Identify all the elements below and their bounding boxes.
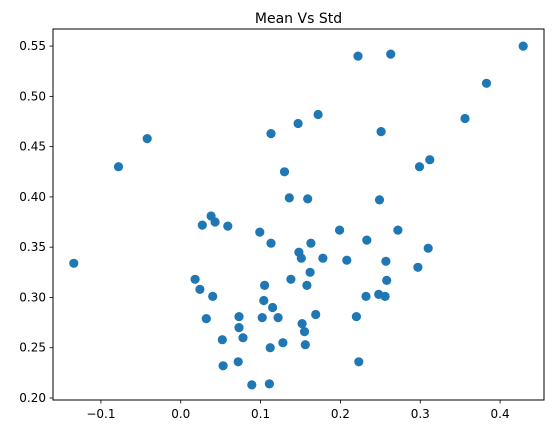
data-point — [197, 220, 207, 230]
data-point — [362, 235, 372, 245]
data-point — [217, 335, 227, 345]
chart-title: Mean Vs Std — [255, 11, 342, 27]
data-point — [201, 314, 211, 324]
data-point — [266, 238, 276, 248]
data-point — [265, 343, 275, 353]
data-point — [305, 267, 315, 277]
data-point — [311, 309, 321, 320]
data-point — [266, 129, 276, 139]
data-point — [342, 255, 352, 265]
data-point — [260, 280, 270, 290]
data-point — [425, 155, 435, 165]
y-tick-label: 0.55 — [19, 39, 46, 53]
data-point — [414, 162, 425, 172]
data-point — [234, 312, 244, 322]
data-point — [353, 51, 363, 61]
data-point — [208, 291, 218, 301]
y-tick-label: 0.20 — [19, 391, 46, 405]
data-point — [386, 49, 396, 59]
data-point — [351, 312, 361, 322]
data-point — [278, 338, 288, 348]
data-point — [318, 253, 328, 263]
data-point — [361, 291, 371, 301]
x-tick-label: 0.1 — [251, 407, 270, 421]
data-point — [413, 262, 423, 272]
data-point — [223, 221, 233, 231]
data-point — [423, 243, 433, 253]
y-tick-label: 0.40 — [19, 190, 46, 204]
data-point — [374, 195, 385, 205]
data-point — [218, 361, 228, 371]
y-axis: 0.20 0.25 0.30 0.35 0.40 0.45 0.50 0.55 — [19, 39, 53, 405]
data-point — [113, 162, 124, 172]
data-point — [313, 109, 323, 120]
data-point — [382, 275, 392, 285]
data-point — [286, 274, 296, 284]
data-point — [460, 113, 470, 124]
y-tick-label: 0.35 — [19, 240, 46, 254]
y-tick-label: 0.45 — [19, 140, 46, 154]
data-point — [279, 167, 290, 177]
data-point — [195, 284, 205, 294]
data-point — [518, 41, 528, 51]
x-axis: −0.1 0.0 0.1 0.2 0.3 0.4 — [86, 400, 510, 421]
plot-area-frame — [52, 28, 545, 401]
x-tick-label: 0.0 — [171, 407, 190, 421]
data-point — [300, 340, 310, 350]
x-tick-label: 0.4 — [491, 407, 510, 421]
data-point — [190, 274, 200, 284]
data-point — [335, 225, 345, 235]
data-point — [481, 78, 492, 88]
y-tick-label: 0.25 — [19, 341, 46, 355]
data-point — [259, 295, 269, 306]
data-point — [273, 313, 283, 323]
data-point — [268, 302, 278, 313]
data-point — [297, 319, 307, 329]
data-point — [393, 225, 403, 235]
data-point — [284, 193, 294, 203]
data-point — [247, 380, 257, 390]
data-point — [238, 333, 248, 343]
data-point — [257, 313, 267, 323]
data-point — [255, 227, 265, 237]
data-point — [302, 280, 312, 290]
data-point — [306, 238, 316, 248]
data-point — [380, 291, 390, 301]
data-point — [210, 217, 220, 227]
data-point — [264, 379, 274, 389]
data-point — [233, 357, 243, 367]
data-point — [234, 323, 244, 333]
data-point — [376, 127, 386, 137]
data-point — [381, 256, 391, 266]
data-point — [299, 327, 310, 337]
data-point — [142, 134, 152, 144]
data-point — [69, 258, 79, 268]
data-point — [296, 253, 306, 263]
data-point — [293, 118, 303, 129]
data-point — [303, 194, 313, 204]
data-point — [354, 357, 364, 367]
x-tick-label: 0.2 — [331, 407, 350, 421]
y-tick-label: 0.50 — [19, 89, 46, 103]
x-tick-label: −0.1 — [86, 407, 115, 421]
x-tick-label: 0.3 — [411, 407, 430, 421]
y-tick-label: 0.30 — [19, 290, 46, 304]
data-points — [69, 41, 528, 390]
